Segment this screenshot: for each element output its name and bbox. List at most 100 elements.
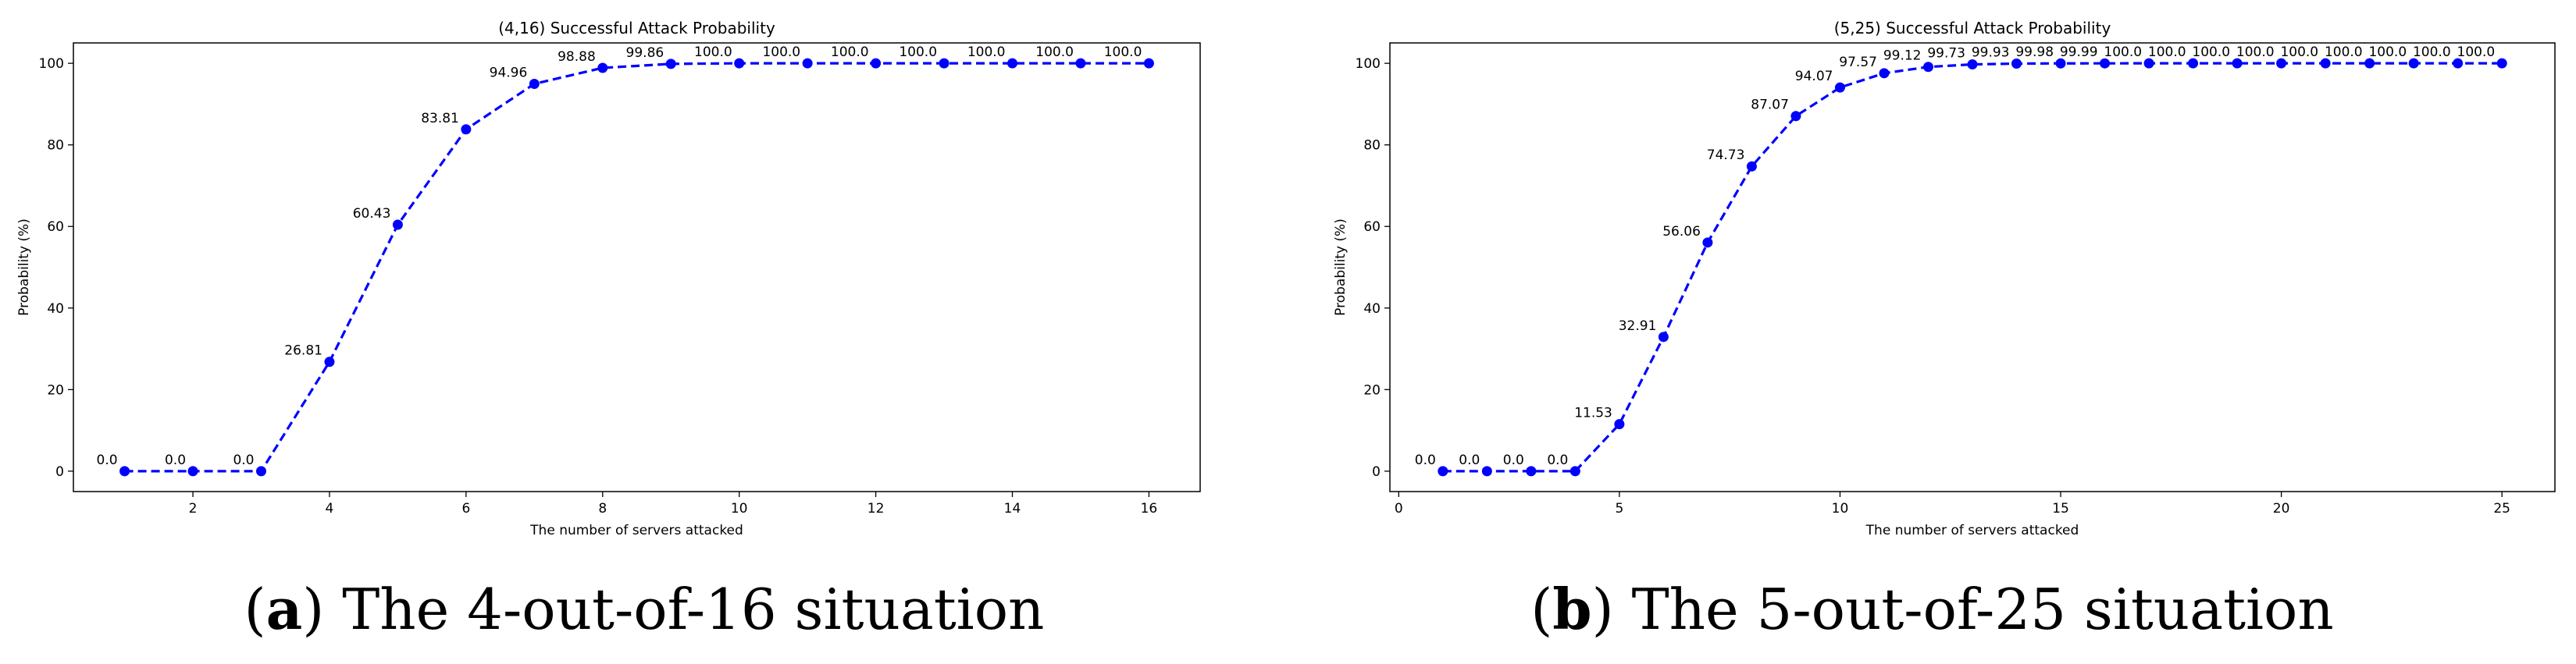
caption-b-text: ) The 5-out-of-25 situation [1591, 577, 2334, 642]
data-point [1702, 237, 1713, 248]
data-point [2143, 58, 2154, 69]
data-point [2320, 58, 2331, 69]
y-tick-label: 20 [1363, 382, 1381, 398]
data-point [1007, 58, 1017, 69]
data-point [1834, 82, 1845, 93]
y-tick-label: 40 [1363, 301, 1381, 317]
data-label: 100.0 [2413, 44, 2451, 60]
data-label: 100.0 [2192, 44, 2230, 60]
x-axis-label: The number of servers attacked [1865, 523, 2079, 538]
data-point [2100, 58, 2111, 69]
y-tick-label: 20 [47, 382, 64, 398]
data-label: 99.73 [1927, 46, 1965, 62]
data-label: 87.07 [1751, 98, 1789, 113]
data-point [1438, 466, 1448, 477]
x-tick-label: 20 [2273, 501, 2290, 517]
data-label: 100.0 [967, 44, 1006, 60]
x-tick-label: 8 [598, 501, 607, 517]
data-label: 99.99 [2060, 44, 2098, 60]
data-point [1614, 419, 1625, 430]
data-point [1075, 58, 1086, 69]
y-axis-label: Probability (%) [16, 218, 32, 316]
data-point [2453, 58, 2464, 69]
x-tick-label: 5 [1615, 501, 1623, 517]
y-tick-label: 100 [1356, 56, 1381, 72]
data-point [1658, 332, 1669, 343]
data-point [1922, 62, 1933, 73]
data-label: 99.86 [626, 45, 664, 61]
data-label: 0.0 [1547, 453, 1568, 468]
data-label: 0.0 [97, 453, 118, 468]
data-point [597, 62, 608, 73]
data-label: 100.0 [2148, 44, 2186, 60]
data-point [2188, 58, 2199, 69]
data-label: 98.88 [558, 49, 596, 65]
caption-b: (b) The 5-out-of-25 situation [1530, 576, 2334, 642]
y-tick-label: 60 [47, 219, 64, 235]
x-tick-label: 16 [1141, 501, 1158, 517]
data-point [1967, 59, 1978, 70]
y-tick-label: 40 [47, 301, 64, 317]
chart-5-out-of-25: (5,25) Successful Attack Probability 0 5 10… [1333, 19, 2556, 538]
data-point [1526, 466, 1537, 477]
x-tick-label: 2 [189, 501, 198, 517]
data-label: 100.0 [2368, 44, 2407, 60]
data-label: 99.98 [2015, 44, 2054, 60]
chart-4-out-of-16: (4,16) Successful Attack Probability 2 4 6 8… [16, 19, 1201, 538]
data-point [1879, 68, 1890, 79]
data-label: 0.0 [1415, 453, 1436, 468]
caption-a-letter: a [265, 576, 303, 642]
data-label: 99.12 [1883, 48, 1922, 64]
data-point [119, 466, 130, 477]
subfigure-a: (4,16) Successful Attack Probability 2 4 6 8… [16, 19, 1201, 642]
plot-frame [1389, 42, 2556, 492]
data-point [256, 466, 266, 477]
data-point [734, 58, 745, 69]
data-label: 26.81 [284, 343, 322, 359]
y-tick-label: 80 [1363, 138, 1381, 154]
x-tick-label: 10 [1832, 501, 1849, 517]
data-label: 100.0 [831, 44, 869, 60]
data-point [1569, 466, 1580, 477]
data-label: 100.0 [2280, 44, 2318, 60]
data-label: 60.43 [353, 206, 391, 222]
data-label: 100.0 [2325, 44, 2363, 60]
series-line [124, 62, 1149, 473]
data-label: 100.0 [762, 44, 800, 60]
data-label: 99.93 [1972, 45, 2010, 61]
chart-title: (5,25) Successful Attack Probability [1834, 19, 2111, 37]
x-tick-label: 12 [868, 501, 885, 517]
data-point [802, 58, 813, 69]
data-point [1746, 161, 1757, 172]
data-label: 100.0 [2104, 44, 2142, 60]
x-tick-label: 25 [2493, 501, 2510, 517]
x-axis-label: The number of servers attacked [529, 523, 743, 538]
y-tick-label: 0 [1372, 464, 1381, 480]
data-label: 83.81 [421, 111, 459, 126]
data-point [2276, 58, 2287, 69]
subfigure-b: (5,25) Successful Attack Probability 0 5 10… [1288, 0, 2576, 664]
data-label: 100.0 [1104, 44, 1142, 60]
data-label: 0.0 [233, 453, 254, 468]
data-label: 94.07 [1795, 69, 1833, 84]
caption-a-text: ) The 4-out-of-16 situation [302, 577, 1045, 642]
data-point [939, 58, 950, 69]
y-tick-label: 0 [55, 464, 64, 480]
data-point [2011, 59, 2022, 69]
data-point [2232, 58, 2243, 69]
data-point [2408, 58, 2419, 69]
caption-a: (a) The 4-out-of-16 situation [244, 576, 1045, 642]
data-point [461, 124, 472, 135]
x-tick-label: 15 [2052, 501, 2069, 517]
data-label: 32.91 [1619, 318, 1657, 334]
data-point [1790, 111, 1801, 122]
data-label: 74.73 [1707, 147, 1745, 163]
data-point [1481, 466, 1492, 477]
data-label: 100.0 [2236, 44, 2275, 60]
data-label: 100.0 [694, 44, 732, 60]
data-label: 100.0 [899, 44, 937, 60]
y-tick-label: 80 [47, 138, 64, 154]
data-label: 100.0 [2457, 44, 2496, 60]
data-label: 94.96 [490, 65, 528, 80]
data-point [2055, 58, 2066, 69]
